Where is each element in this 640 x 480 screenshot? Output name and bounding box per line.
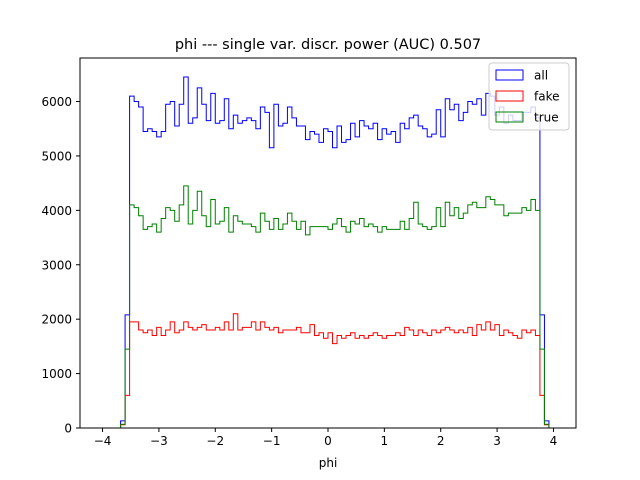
chart-title: phi --- single var. discr. power (AUC) 0…	[175, 37, 481, 53]
series-layer	[102, 76, 554, 429]
legend-label-true: true	[534, 111, 559, 125]
x-tick-label: −2	[206, 434, 224, 448]
legend-swatch-all	[495, 69, 524, 81]
y-tick-label: 6000	[41, 95, 72, 109]
y-tick-label: 3000	[41, 258, 72, 272]
series-all-step-line	[102, 76, 554, 429]
x-tick-label: 2	[437, 434, 445, 448]
plot-area	[79, 57, 577, 429]
legend-swatch-fake	[495, 90, 524, 102]
x-tick-label: −1	[263, 434, 281, 448]
y-tick-label: 4000	[41, 204, 72, 218]
legend-swatch-true	[495, 111, 524, 123]
x-tick-label: −3	[150, 434, 168, 448]
y-tick-label: 0	[64, 422, 72, 436]
y-tick-label: 2000	[41, 313, 72, 327]
x-tick-label: −4	[94, 434, 112, 448]
x-axis: −4 −3 −2 −1 0 1 2 3 4	[94, 428, 558, 448]
series-true-step-line	[102, 185, 554, 429]
x-tick-label: 3	[493, 434, 501, 448]
y-axis: 0 1000 2000 3000 4000 5000 6000	[41, 95, 80, 436]
legend-label-all: all	[534, 69, 548, 83]
series-fake-step-line	[102, 313, 554, 429]
x-tick-label: 4	[550, 434, 558, 448]
legend-label-fake: fake	[534, 90, 559, 104]
legend: all fake true	[488, 62, 570, 131]
legend-entries: all fake true	[495, 69, 559, 125]
y-tick-label: 1000	[41, 367, 72, 381]
y-tick-label: 5000	[41, 149, 72, 163]
x-tick-label: 1	[381, 434, 389, 448]
x-tick-label: 0	[324, 434, 332, 448]
x-axis-label: phi	[319, 456, 338, 470]
